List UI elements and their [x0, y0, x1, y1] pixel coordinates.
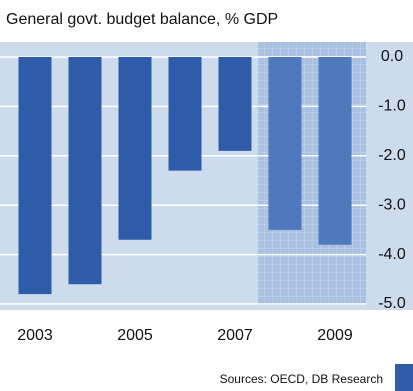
bar — [168, 57, 202, 171]
source: Sources: OECD, DB Research — [220, 372, 383, 386]
y-tick-label: -1.0 — [378, 98, 406, 115]
bar — [118, 57, 152, 240]
y-tick-label: -5.0 — [378, 295, 406, 312]
bar — [268, 57, 302, 230]
bar — [18, 57, 52, 295]
bar — [318, 57, 352, 245]
x-tick-label: 2007 — [217, 327, 253, 344]
bar — [68, 57, 102, 285]
bar — [218, 57, 252, 151]
y-tick-label: -2.0 — [378, 147, 406, 164]
chart-subtitle: General govt. budget balance, % GDP — [6, 11, 278, 28]
x-tick-label: 2005 — [117, 327, 153, 344]
x-tick-label: 2003 — [17, 327, 53, 344]
y-tick-label: -3.0 — [378, 196, 406, 213]
logo-mark — [395, 364, 413, 391]
x-tick-label: 2009 — [317, 327, 353, 344]
y-tick-label: -4.0 — [378, 246, 406, 263]
y-tick-label: 0.0 — [381, 48, 403, 65]
